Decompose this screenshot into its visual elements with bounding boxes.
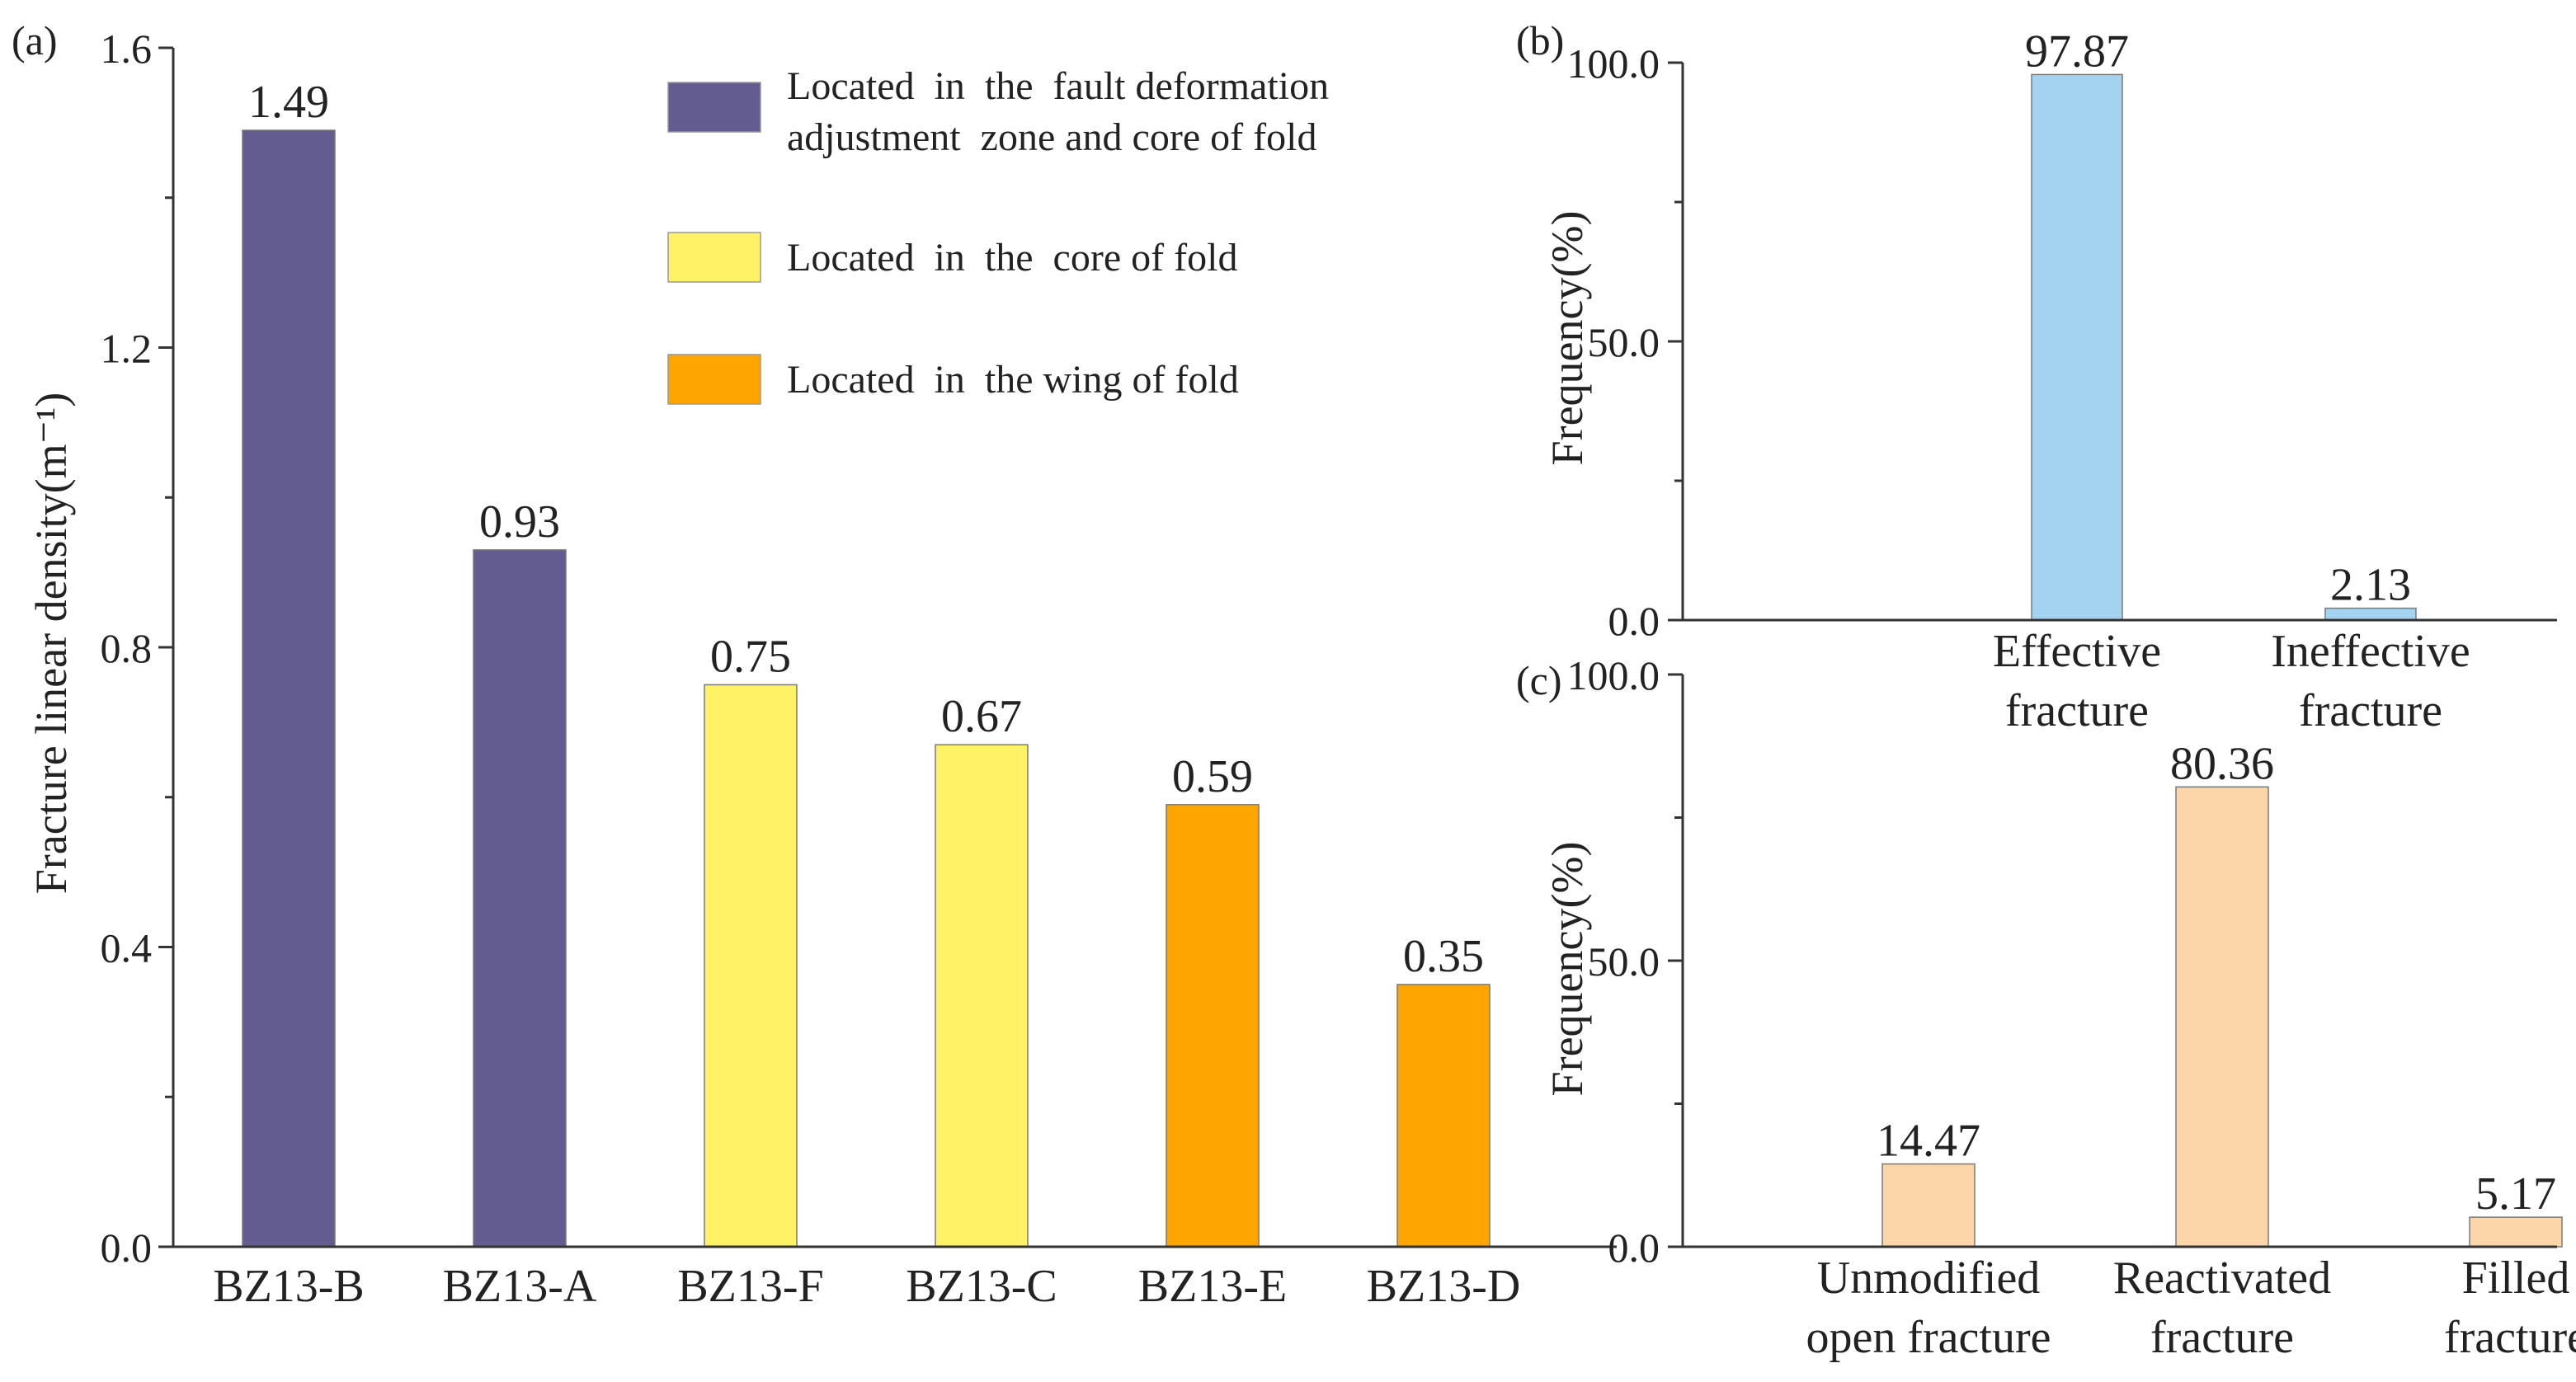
ylabel-b: Frequency(%) xyxy=(1542,211,1592,466)
x-tick-label: Reactivated xyxy=(2113,1253,2331,1304)
y-tick-label-a: 1.2 xyxy=(101,326,153,372)
legend-swatch xyxy=(667,82,761,133)
bar xyxy=(2031,73,2123,621)
data-label: 0.67 xyxy=(941,691,1022,742)
bars-c: 14.47 80.36 5.17 xyxy=(1877,738,2563,1248)
axis-a: 0.0 0.4 0.8 1.2 1.6 BZ13-B BZ13-A BZ13-F BZ13-C B… xyxy=(101,26,1617,1312)
data-label: 0.59 xyxy=(1172,751,1253,802)
data-label: 0.93 xyxy=(479,496,560,548)
panel-label-b: (b) xyxy=(1516,17,1564,63)
axis-b: 0.0 50.0 100.0 Effective fracture Ineffective… xyxy=(1567,40,2557,736)
x-tick-label: BZ13-B xyxy=(213,1261,365,1312)
legend-label: Located in the fault deformation xyxy=(787,64,1329,108)
chart-panel-c: (c) Frequency(%) 14.47 80.36 5.17 0.0 50.0 1… xyxy=(1516,652,2576,1363)
y-tick-label-c: 100.0 xyxy=(1567,652,1660,698)
data-label: 5.17 xyxy=(2475,1168,2556,1220)
panel-label-a: (a) xyxy=(12,17,58,63)
y-tick-label-b: 100.0 xyxy=(1567,40,1660,87)
data-label: 97.87 xyxy=(2025,26,2129,77)
data-label: 1.49 xyxy=(248,77,329,128)
legend-swatch xyxy=(667,232,761,283)
data-label: 14.47 xyxy=(1877,1116,1980,1167)
x-tick-label: Unmodified xyxy=(1817,1253,2041,1304)
x-tick-label: open fracture xyxy=(1806,1312,2051,1363)
legend-label: Located in the core of fold xyxy=(787,236,1237,280)
bar xyxy=(473,549,567,1248)
x-tick-label: Effective xyxy=(1993,626,2161,677)
chart-panel-b: (b) Frequency(%) 97.87 2.13 0.0 50.0 100.0 E… xyxy=(1516,17,2557,736)
bars-b: 97.87 2.13 xyxy=(2025,26,2417,621)
ylabel-a: Fracture linear density(m⁻¹) xyxy=(26,393,76,894)
x-tick-label: BZ13-C xyxy=(906,1261,1057,1312)
x-tick-label: BZ13-D xyxy=(1367,1261,1521,1312)
bar xyxy=(1396,984,1491,1248)
x-tick-label: Filled xyxy=(2462,1253,2570,1304)
x-tick-label: fracture xyxy=(2299,685,2442,736)
bar xyxy=(704,684,798,1248)
chart-panel-a: (a) Fracture linear density(m⁻¹) Located… xyxy=(12,17,1617,1312)
bar xyxy=(935,744,1029,1248)
x-tick-label: BZ13-F xyxy=(677,1261,823,1312)
data-label: 2.13 xyxy=(2330,560,2411,611)
y-tick-label-a: 0.8 xyxy=(101,625,153,671)
y-tick-label-b: 0.0 xyxy=(1608,598,1660,644)
data-label: 0.75 xyxy=(710,631,791,682)
bar xyxy=(1166,804,1260,1248)
x-tick-label: BZ13-A xyxy=(443,1261,597,1312)
y-tick-label-c: 0.0 xyxy=(1608,1225,1660,1271)
y-tick-label-a: 0.0 xyxy=(101,1225,153,1271)
y-tick-label-c: 50.0 xyxy=(1588,938,1660,985)
bars-a: 1.49 0.93 0.75 0.67 0.59 0.35 xyxy=(242,77,1491,1248)
bar xyxy=(2175,786,2269,1248)
data-label: 80.36 xyxy=(2170,738,2274,789)
y-tick-label-a: 1.6 xyxy=(101,26,153,72)
x-tick-label: fracture xyxy=(2150,1312,2294,1363)
x-tick-label: BZ13-E xyxy=(1138,1261,1287,1312)
data-label: 0.35 xyxy=(1403,931,1484,982)
axis-c: 0.0 50.0 100.0 Unmodified open fracture React… xyxy=(1567,652,2576,1363)
bar xyxy=(2469,1216,2563,1248)
legend-swatch xyxy=(667,354,761,405)
bar xyxy=(242,129,336,1248)
y-tick-label-b: 50.0 xyxy=(1588,319,1660,365)
panel-label-c: (c) xyxy=(1516,657,1562,703)
x-tick-label: Ineffective xyxy=(2271,626,2470,677)
legend: Located in the fault deformation adjustme… xyxy=(667,64,1329,405)
ylabel-c: Frequency(%) xyxy=(1542,842,1592,1097)
x-tick-label: fracture xyxy=(2005,685,2149,736)
y-tick-label-a: 0.4 xyxy=(101,925,153,971)
bar xyxy=(1881,1163,1976,1248)
legend-label: Located in the wing of fold xyxy=(787,358,1239,402)
legend-label: adjustment zone and core of fold xyxy=(787,115,1316,159)
x-tick-label: fracture xyxy=(2444,1312,2576,1363)
